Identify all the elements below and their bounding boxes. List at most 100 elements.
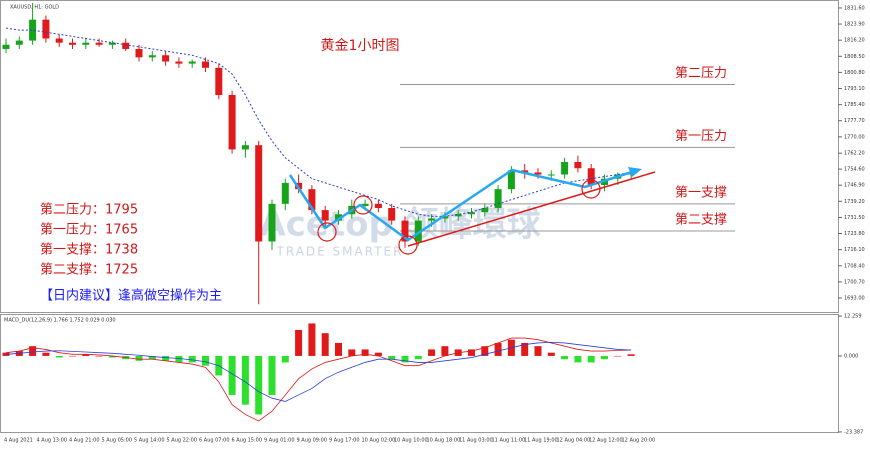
level-label: 第二压力 [675,66,727,81]
candle-body [162,55,170,62]
moving-average [5,27,632,217]
histogram-bar [188,355,196,363]
arrow-head [628,167,642,177]
y-tick-label: 1716.10 [844,247,865,253]
candle-body [95,42,103,45]
circle-mark [353,195,373,215]
histogram-bar [534,346,542,356]
histogram-bar [268,355,276,395]
x-tick-label: 10 Aug 02:00 [362,438,396,444]
level-note: 第二支撑：1725 [40,263,138,278]
histogram-bar [29,346,37,356]
candle-body [361,203,369,206]
candle-body [321,210,329,221]
histogram-bar [614,355,622,357]
x-tick-label: 9 Aug 17:00 [329,438,360,444]
advice: 【日内建议】逢高做空操作为主 [40,288,222,304]
histogram-bar [401,355,409,363]
x-tick-label: 9 Aug 01:00 [264,438,295,444]
candle-body [547,174,555,176]
candle-body [175,61,183,64]
y-tick-label: 0.000 [844,353,858,359]
histogram-bar [321,333,329,356]
candle-body [2,44,10,49]
candle-body [521,170,529,173]
histogram-bar [627,354,635,356]
circle-mark [581,179,601,199]
macd-line [5,337,632,422]
level-label: 第二支撑 [675,213,727,228]
candle-body [507,170,515,190]
trend-line [407,171,656,247]
y-tick-label: 1700.70 [844,279,865,285]
y-tick-label: -23.387 [844,429,863,435]
histogram-bar [388,355,396,360]
y-tick-label: 1800.80 [844,70,865,76]
histogram-bar [601,355,608,360]
histogram-bar [202,355,209,366]
histogram-bar [69,355,76,357]
y-tick-label: 1754.60 [844,167,865,173]
x-tick-label: 12 Aug 04:00 [557,438,591,444]
candle-body [42,19,50,39]
candle-body [481,208,489,213]
histogram-bar [587,355,595,363]
y-tick-label: 1823.90 [844,22,865,28]
y-tick-label: 1793.10 [844,86,865,92]
histogram-bar [162,355,170,361]
level-label: 第一支撑 [675,185,727,200]
level-note: 第一压力：1765 [40,223,138,238]
candle-body [414,220,422,242]
macd-label: MACD_DU(12,26,9) 1.766 1.752 0.029 0.030 [4,318,116,324]
histogram-bar [414,355,422,360]
candle-body [534,172,542,175]
histogram-bar [108,355,116,358]
symbol-label: XAUUSD, H1: GOLD [10,5,59,11]
histogram-bar [374,352,382,356]
candle-body [108,42,116,45]
histogram-bar [428,349,436,356]
histogram-bar [148,355,156,360]
candle-body [202,61,209,68]
y-tick-label: 1777.70 [844,118,865,124]
candle-body [82,42,90,45]
histogram-bar [82,354,90,356]
candle-body [122,42,130,49]
candle-body [308,189,316,211]
chart-title: 黄金1小时图 [321,37,400,54]
histogram-bar [561,355,569,360]
x-tick-label: 10 Aug 10:00 [394,438,428,444]
candle-body [255,145,263,242]
candle-body [561,161,569,175]
histogram-bar [574,355,582,363]
x-tick-label: 4 Aug 2021 [4,438,33,444]
y-tick-label: 1831.60 [844,5,865,11]
y-tick-label: 1708.40 [844,263,865,269]
candle-body [335,214,342,221]
macd-line [5,341,632,402]
candle-body [228,95,236,150]
histogram-bar [95,355,103,357]
wave-path [288,168,633,242]
x-tick-label: 4 Aug 21:00 [69,438,100,444]
candle-body [374,203,382,208]
x-tick-label: 9 Aug 09:00 [297,438,328,444]
x-tick-label: 11 Aug 19:00 [524,438,558,444]
candle-body [148,55,156,58]
candle-body [574,161,582,169]
circle-mark [398,235,418,255]
candle-body [388,208,396,221]
y-tick-label: 1808.50 [844,54,865,60]
histogram-bar [228,355,236,395]
histogram-bar [295,329,303,356]
histogram-bar [135,355,143,361]
candle-body [135,48,143,58]
histogram-bar [55,355,63,358]
histogram-bar [308,323,316,356]
histogram-bar [335,342,342,356]
histogram-bar [494,342,502,356]
x-tick-label: 5 Aug 05:00 [102,438,133,444]
histogram-bar [348,349,356,356]
histogram-bar [281,355,289,363]
level-note: 第二压力：1795 [40,203,138,218]
